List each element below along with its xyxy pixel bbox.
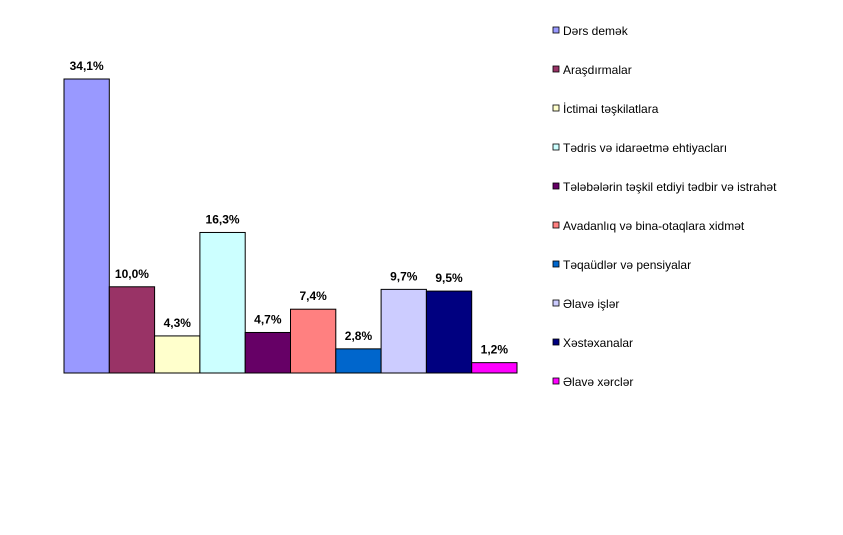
bar-8 bbox=[380, 288, 427, 374]
data-label-4: 16,3% bbox=[206, 212, 240, 226]
legend-swatch-2 bbox=[552, 65, 560, 73]
legend-label-3: İctimai təşkilatlara bbox=[563, 102, 659, 116]
data-label-7: 2,8% bbox=[345, 329, 373, 343]
bars-layer bbox=[63, 78, 518, 374]
legend-label-2: Araşdırmalar bbox=[563, 63, 632, 77]
legend-label-6: Avadanlıq və bina-otaqlara xidmət bbox=[563, 219, 745, 233]
bar-2 bbox=[108, 286, 156, 374]
bar-1 bbox=[63, 78, 110, 374]
legend-label-8: Əlavə işlər bbox=[563, 297, 619, 311]
bar-4 bbox=[199, 231, 246, 374]
data-label-5: 4,7% bbox=[254, 312, 282, 326]
data-label-10: 1,2% bbox=[481, 343, 509, 357]
data-label-1: 34,1% bbox=[70, 59, 104, 73]
legend-label-7: Təqaüdlər və pensiyalar bbox=[563, 258, 691, 272]
legend-swatch-8 bbox=[552, 299, 560, 307]
data-label-3: 4,3% bbox=[164, 316, 192, 330]
bar-9 bbox=[425, 290, 473, 374]
legend-swatch-6 bbox=[552, 221, 560, 229]
data-label-9: 9,5% bbox=[435, 271, 463, 285]
legend-swatch-9 bbox=[552, 338, 560, 346]
legend-label-4: Tədris və idarəetmə ehtiyacları bbox=[563, 141, 727, 155]
data-label-2: 10,0% bbox=[115, 267, 149, 281]
bar-6 bbox=[290, 308, 337, 374]
legend-swatch-3 bbox=[552, 104, 560, 112]
legend-label-10: Əlavə xərclər bbox=[563, 375, 633, 389]
legend-swatch-4 bbox=[552, 143, 560, 151]
bar-5 bbox=[244, 331, 291, 374]
legend-label-5: Tələbələrin təşkil etdiyi tədbir və istr… bbox=[563, 180, 777, 194]
legend-swatch-1 bbox=[552, 26, 560, 34]
bar-7 bbox=[335, 348, 382, 374]
legend-label-1: Dərs demək bbox=[563, 24, 629, 38]
data-labels-layer: 34,1% 10,0% 4,3% 16,3% 4,7% 7,4% 2,8% 9,7% 9,5% 1… bbox=[70, 59, 509, 357]
legend: Dərs demək Araşdırmalar İctimai təşkilatla… bbox=[552, 24, 777, 389]
legend-swatch-5 bbox=[552, 182, 560, 190]
data-label-6: 7,4% bbox=[299, 289, 327, 303]
bar-10 bbox=[471, 362, 518, 374]
legend-swatch-10 bbox=[552, 377, 560, 385]
bar-3 bbox=[154, 335, 201, 374]
data-label-8: 9,7% bbox=[390, 269, 418, 283]
legend-swatch-7 bbox=[552, 260, 560, 268]
legend-label-9: Xəstəxanalar bbox=[563, 336, 633, 350]
